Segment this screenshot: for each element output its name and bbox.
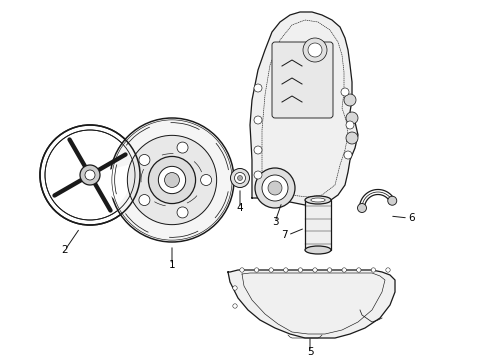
- Wedge shape: [61, 182, 100, 216]
- Circle shape: [386, 268, 390, 272]
- Ellipse shape: [305, 246, 331, 254]
- Circle shape: [358, 203, 367, 212]
- Circle shape: [346, 112, 358, 124]
- Circle shape: [254, 171, 262, 179]
- Circle shape: [254, 146, 262, 154]
- Text: 3: 3: [271, 217, 278, 227]
- Circle shape: [139, 194, 150, 206]
- Circle shape: [308, 43, 322, 57]
- Wedge shape: [49, 146, 83, 186]
- Circle shape: [341, 88, 349, 96]
- Circle shape: [269, 268, 273, 272]
- Circle shape: [40, 125, 140, 225]
- Text: 4: 4: [237, 203, 244, 213]
- Circle shape: [235, 172, 245, 184]
- Circle shape: [85, 170, 95, 180]
- Text: 2: 2: [62, 245, 68, 255]
- Circle shape: [388, 196, 397, 205]
- Wedge shape: [79, 134, 119, 168]
- Circle shape: [233, 304, 237, 308]
- Circle shape: [177, 207, 188, 218]
- Circle shape: [344, 94, 356, 106]
- Circle shape: [177, 142, 188, 153]
- Circle shape: [110, 118, 234, 242]
- FancyBboxPatch shape: [272, 42, 333, 118]
- Circle shape: [80, 165, 100, 185]
- Text: 1: 1: [169, 260, 175, 270]
- Text: 6: 6: [408, 213, 415, 223]
- Wedge shape: [97, 165, 131, 204]
- Circle shape: [238, 176, 243, 180]
- Circle shape: [357, 268, 361, 272]
- Circle shape: [284, 268, 288, 272]
- Circle shape: [148, 157, 196, 203]
- Ellipse shape: [305, 196, 331, 204]
- Circle shape: [230, 168, 249, 188]
- Text: 7: 7: [281, 230, 288, 240]
- Circle shape: [240, 268, 244, 272]
- Circle shape: [262, 175, 288, 201]
- Circle shape: [268, 181, 282, 195]
- Circle shape: [303, 38, 327, 62]
- Circle shape: [254, 116, 262, 124]
- Circle shape: [200, 175, 212, 185]
- Circle shape: [346, 121, 354, 129]
- Circle shape: [298, 268, 303, 272]
- Circle shape: [139, 154, 150, 166]
- Circle shape: [327, 268, 332, 272]
- Circle shape: [342, 268, 346, 272]
- Circle shape: [313, 268, 317, 272]
- Polygon shape: [228, 270, 395, 338]
- Ellipse shape: [311, 198, 325, 202]
- Circle shape: [254, 84, 262, 92]
- Polygon shape: [250, 12, 358, 205]
- Circle shape: [165, 172, 179, 188]
- FancyBboxPatch shape: [305, 200, 331, 250]
- Circle shape: [127, 135, 217, 225]
- Circle shape: [371, 268, 376, 272]
- Circle shape: [254, 268, 259, 272]
- Text: 5: 5: [307, 347, 313, 357]
- Circle shape: [346, 132, 358, 144]
- Circle shape: [158, 166, 186, 194]
- Circle shape: [233, 286, 237, 290]
- Circle shape: [344, 151, 352, 159]
- Circle shape: [255, 168, 295, 208]
